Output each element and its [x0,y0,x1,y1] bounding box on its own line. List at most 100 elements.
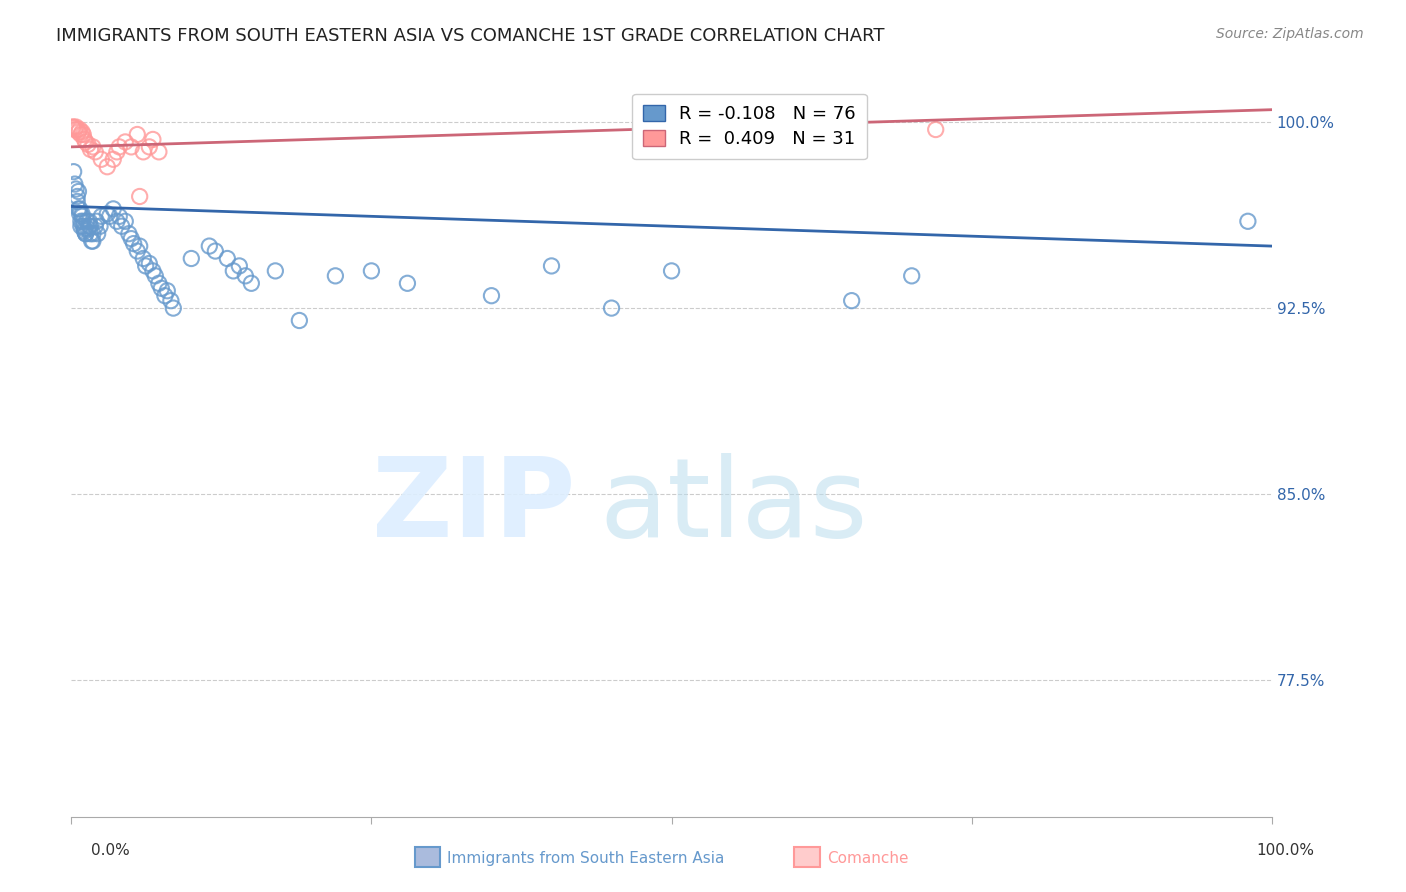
Point [108,140,131,154]
Point [217,252,239,266]
Point [841,293,863,308]
Point [70,207,93,221]
Point [142,132,165,146]
Point [148,277,170,291]
Point [222,264,245,278]
Point [540,259,562,273]
Point [70,125,93,139]
Point [70,210,93,224]
Point [86,214,108,228]
Point [900,268,922,283]
Point [84,219,107,234]
Point [180,252,202,266]
Point [127,128,149,142]
Point [67,185,90,199]
Point [65,182,87,196]
Point [75,227,97,241]
Legend: R = -0.108   N = 76, R =  0.409   N = 31: R = -0.108 N = 76, R = 0.409 N = 31 [633,94,866,160]
Point [105,145,128,159]
Point [69,122,91,136]
Point [66,189,89,203]
Point [204,244,226,258]
Point [925,122,948,136]
Text: ZIP: ZIP [373,452,575,559]
Point [396,277,419,291]
Point [96,207,118,221]
Point [89,219,111,234]
Point [148,145,170,159]
Point [77,137,100,152]
Point [233,268,256,283]
Point [73,132,96,146]
Point [138,256,160,270]
Point [228,259,250,273]
Point [75,227,97,241]
Point [600,301,623,315]
Point [72,219,94,234]
Point [103,153,125,167]
Point [132,252,155,266]
Point [90,210,112,224]
Point [72,214,94,228]
Point [128,239,150,253]
Point [70,219,93,234]
Point [325,268,347,283]
Point [73,221,96,235]
Point [62,120,84,134]
Point [118,227,141,241]
Point [82,234,104,248]
Point [720,120,742,134]
Point [135,259,157,273]
Point [114,214,136,228]
Point [66,194,89,209]
Point [142,264,165,278]
Point [122,236,145,251]
Point [62,120,84,134]
Point [198,239,221,253]
Point [70,214,93,228]
Point [120,140,142,154]
Point [67,125,90,139]
Text: 0.0%: 0.0% [91,843,131,858]
Point [79,227,101,241]
Point [90,153,112,167]
Point [84,145,107,159]
Point [72,128,94,142]
Point [160,293,183,308]
Point [156,284,179,298]
Point [62,164,84,178]
Point [86,227,108,241]
Point [63,122,86,136]
Point [77,219,100,234]
Point [108,210,131,224]
Point [96,160,118,174]
Point [76,214,98,228]
Point [153,288,176,302]
Point [661,264,683,278]
Point [98,210,121,224]
Point [65,120,87,134]
Point [114,135,136,149]
Point [127,244,149,258]
Point [264,264,287,278]
Point [138,140,160,154]
Point [360,264,382,278]
Point [79,142,101,156]
Point [240,277,263,291]
Point [77,214,100,228]
Point [67,202,90,216]
Point [75,135,97,149]
Point [63,177,86,191]
Point [103,202,125,216]
Point [1237,214,1260,228]
Point [143,268,166,283]
Point [111,219,134,234]
Point [69,207,91,221]
Text: atlas: atlas [599,452,868,559]
Point [82,140,104,154]
Point [150,281,173,295]
Point [79,219,101,234]
Text: 100.0%: 100.0% [1257,843,1315,858]
Point [128,189,150,203]
Point [162,301,184,315]
